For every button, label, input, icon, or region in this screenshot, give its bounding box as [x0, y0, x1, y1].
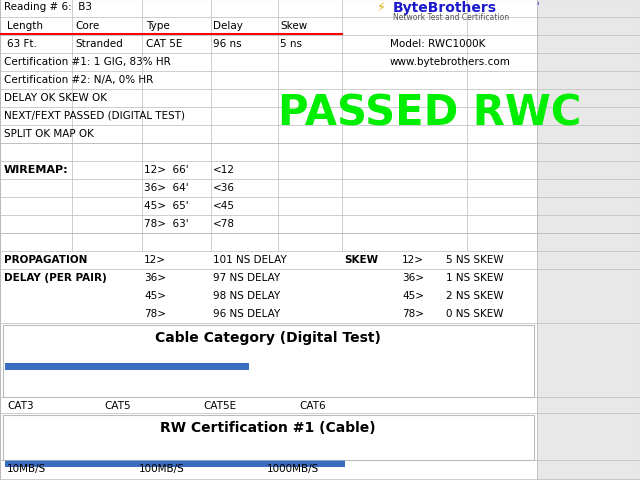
- Text: <12: <12: [213, 165, 235, 175]
- Text: Type: Type: [146, 21, 170, 31]
- Text: 78>: 78>: [402, 308, 424, 318]
- Text: 97 NS DELAY: 97 NS DELAY: [213, 273, 280, 282]
- Text: Model: RWC1000K: Model: RWC1000K: [390, 39, 485, 49]
- Text: SPLIT OK MAP OK: SPLIT OK MAP OK: [4, 129, 94, 139]
- Text: PROPAGATION: PROPAGATION: [4, 254, 88, 264]
- Text: 78>: 78>: [144, 308, 166, 318]
- Text: <36: <36: [213, 182, 235, 192]
- Text: 98 NS DELAY: 98 NS DELAY: [213, 290, 280, 300]
- Bar: [0, 0, 537, 480]
- Text: <45: <45: [213, 201, 235, 211]
- Text: Reading # 6:  B3: Reading # 6: B3: [4, 2, 92, 12]
- Text: 0 NS SKEW: 0 NS SKEW: [446, 308, 504, 318]
- Text: 12>: 12>: [144, 254, 166, 264]
- Text: 45>: 45>: [144, 290, 166, 300]
- Text: ByteBrothers: ByteBrothers: [393, 1, 497, 15]
- Text: 5 NS SKEW: 5 NS SKEW: [446, 254, 504, 264]
- Bar: [5, 363, 249, 370]
- Bar: [3, 325, 534, 397]
- Bar: [537, 0, 640, 480]
- Text: CAT5E: CAT5E: [203, 400, 236, 410]
- Text: 96 ns: 96 ns: [213, 39, 242, 49]
- Bar: [3, 415, 534, 460]
- Text: NEXT/FEXT PASSED (DIGITAL TEST): NEXT/FEXT PASSED (DIGITAL TEST): [4, 111, 185, 121]
- Text: CAT 5E: CAT 5E: [146, 39, 182, 49]
- Text: Network Test and Certification: Network Test and Certification: [393, 13, 509, 22]
- Text: 45>  65': 45> 65': [144, 201, 189, 211]
- Text: ⚡: ⚡: [377, 1, 386, 14]
- Text: 36>: 36>: [144, 273, 166, 282]
- Text: DELAY (PER PAIR): DELAY (PER PAIR): [4, 273, 107, 282]
- Text: 1 NS SKEW: 1 NS SKEW: [446, 273, 504, 282]
- Text: 45>: 45>: [402, 290, 424, 300]
- Text: Skew: Skew: [280, 21, 307, 31]
- Text: CAT3: CAT3: [7, 400, 34, 410]
- Text: DELAY OK SKEW OK: DELAY OK SKEW OK: [4, 93, 107, 103]
- Text: 100MB/S: 100MB/S: [139, 463, 185, 473]
- Text: PASSED RWC: PASSED RWC: [278, 92, 581, 134]
- Text: Cable Category (Digital Test): Cable Category (Digital Test): [155, 330, 381, 344]
- Text: SKEW: SKEW: [344, 254, 378, 264]
- Text: Certification #2: N/A, 0% HR: Certification #2: N/A, 0% HR: [4, 75, 153, 85]
- Text: Certification #1: 1 GIG, 83% HR: Certification #1: 1 GIG, 83% HR: [4, 57, 171, 67]
- Text: 1000MB/S: 1000MB/S: [267, 463, 319, 473]
- Text: 36>: 36>: [402, 273, 424, 282]
- Text: Core: Core: [75, 21, 99, 31]
- Text: CAT5: CAT5: [104, 400, 131, 410]
- Text: ': ': [536, 1, 538, 11]
- Text: WIREMAP:: WIREMAP:: [4, 165, 68, 175]
- Text: 12>: 12>: [402, 254, 424, 264]
- Text: 12>  66': 12> 66': [144, 165, 189, 175]
- Text: 5 ns: 5 ns: [280, 39, 302, 49]
- Text: 36>  64': 36> 64': [144, 182, 189, 192]
- Text: Stranded: Stranded: [75, 39, 123, 49]
- Text: 2 NS SKEW: 2 NS SKEW: [446, 290, 504, 300]
- Text: 10MB/S: 10MB/S: [7, 463, 46, 473]
- Text: CAT6: CAT6: [299, 400, 326, 410]
- Text: 96 NS DELAY: 96 NS DELAY: [213, 308, 280, 318]
- Text: 101 NS DELAY: 101 NS DELAY: [213, 254, 287, 264]
- Text: Delay: Delay: [213, 21, 243, 31]
- Text: Length: Length: [7, 21, 43, 31]
- Text: 63 Ft.: 63 Ft.: [7, 39, 37, 49]
- Text: <78: <78: [213, 218, 235, 228]
- Bar: [5, 460, 345, 467]
- Text: 78>  63': 78> 63': [144, 218, 189, 228]
- Text: RW Certification #1 (Cable): RW Certification #1 (Cable): [160, 420, 376, 434]
- Text: www.bytebrothers.com: www.bytebrothers.com: [390, 57, 511, 67]
